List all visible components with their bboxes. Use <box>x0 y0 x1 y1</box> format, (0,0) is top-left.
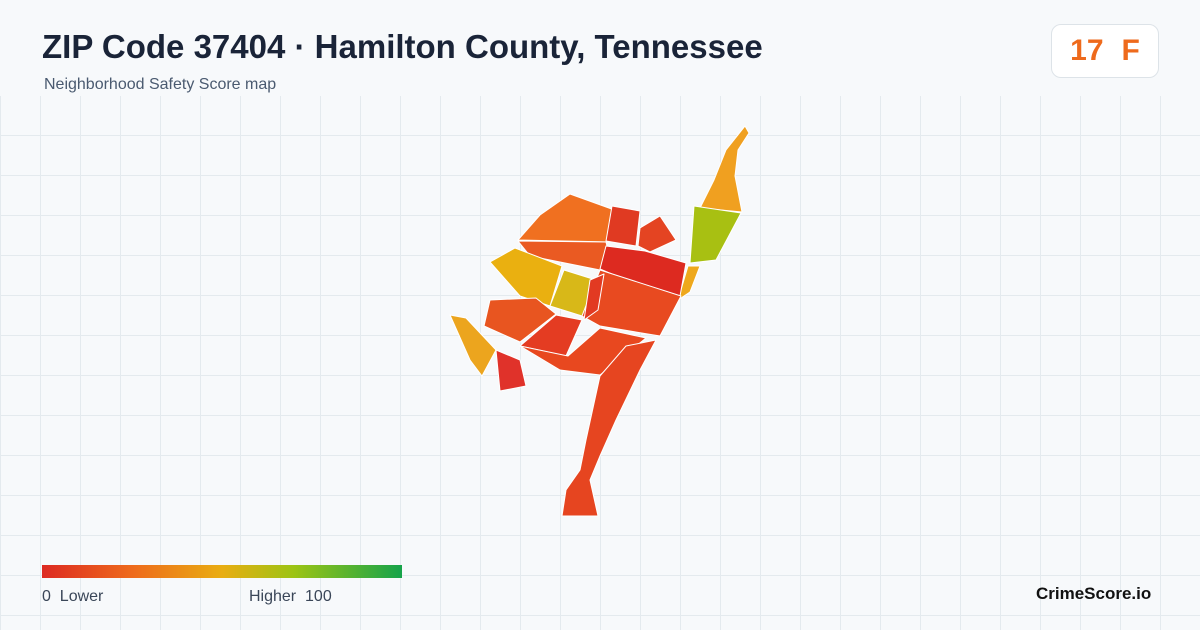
area <box>637 215 677 253</box>
area <box>699 125 750 213</box>
area <box>489 247 563 307</box>
area <box>605 205 641 247</box>
legend-min: 0 Lower <box>42 588 103 606</box>
area <box>517 193 621 243</box>
grade: F <box>1121 34 1140 67</box>
score: 17 <box>1070 34 1104 67</box>
legend-max-label: Higher <box>249 588 297 605</box>
subtitle: Neighborhood Safety Score map <box>44 76 277 93</box>
title: ZIP Code 37404 · Hamilton County, Tennes… <box>42 28 763 65</box>
area <box>581 269 682 337</box>
area <box>583 273 605 321</box>
legend-gradient <box>42 565 402 578</box>
brand: CrimeScore.io <box>1036 584 1152 603</box>
legend-max-value: 100 <box>305 588 332 605</box>
area <box>561 339 657 517</box>
area <box>495 349 527 392</box>
legend-min-label: Lower <box>59 588 104 605</box>
legend-min-value: 0 <box>42 588 51 605</box>
legend-max: Higher 100 <box>249 588 332 606</box>
area <box>483 297 557 343</box>
score-badge: 17 F <box>1051 24 1159 78</box>
area <box>689 205 742 264</box>
area <box>449 314 497 377</box>
